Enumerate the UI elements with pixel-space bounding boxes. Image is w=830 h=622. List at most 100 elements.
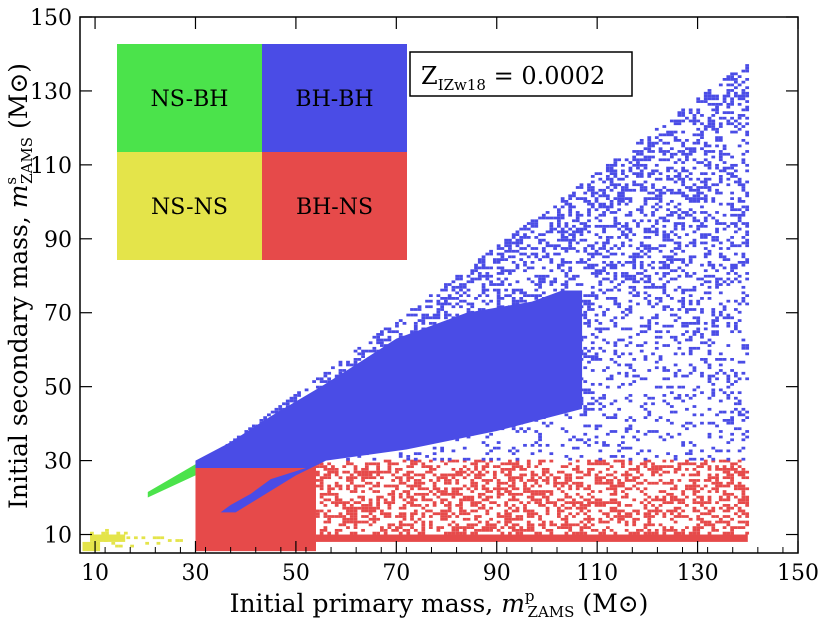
data-point (564, 236, 569, 239)
data-point (583, 523, 588, 527)
data-point (602, 277, 606, 281)
data-point (688, 299, 693, 303)
data-point (745, 470, 750, 474)
data-point (666, 175, 670, 178)
data-point (718, 241, 723, 245)
data-point (489, 506, 493, 510)
data-point (703, 241, 708, 245)
data-point (621, 280, 625, 284)
data-point (526, 528, 531, 532)
data-point (598, 224, 603, 228)
data-point (598, 396, 603, 400)
data-point (658, 266, 663, 270)
data-point (451, 305, 456, 309)
data-point (726, 523, 731, 527)
data-point (677, 258, 682, 261)
data-point (436, 528, 441, 532)
data-point (587, 319, 591, 322)
data-point (602, 213, 606, 217)
data-point (741, 222, 746, 225)
data-point (639, 141, 644, 145)
data-point (726, 470, 731, 474)
data-point (688, 302, 693, 306)
data-point (534, 479, 539, 482)
data-point (681, 443, 686, 447)
data-point (523, 227, 527, 231)
data-point (662, 308, 667, 311)
data-point (338, 371, 343, 375)
data-point (718, 399, 723, 403)
data-point (632, 509, 637, 513)
data-point (315, 512, 320, 516)
data-point (745, 410, 750, 414)
data-point (387, 462, 392, 466)
x-tick-label: 110 (576, 561, 618, 586)
data-point (541, 490, 546, 493)
data-point (579, 230, 584, 234)
data-point (651, 462, 655, 466)
data-point (692, 346, 697, 350)
data-point (515, 430, 520, 433)
data-point (594, 208, 599, 212)
data-point (688, 452, 693, 456)
data-point (609, 377, 614, 381)
data-point (707, 125, 712, 128)
data-point (639, 490, 644, 493)
data-point (681, 424, 686, 428)
data-point (353, 465, 358, 468)
data-point (436, 495, 441, 499)
data-point (662, 515, 667, 518)
data-point (508, 526, 512, 529)
data-point (553, 227, 557, 231)
data-point (628, 255, 633, 259)
data-point (696, 188, 701, 192)
data-point (737, 427, 742, 431)
data-point (353, 476, 358, 480)
data-point (703, 141, 708, 145)
data-point (696, 517, 701, 521)
data-point (692, 506, 697, 510)
data-point (639, 219, 644, 223)
data-point (508, 467, 512, 471)
data-point (632, 517, 637, 521)
data-point (594, 479, 599, 482)
data-point (410, 470, 414, 474)
data-point (681, 269, 686, 273)
data-point (519, 479, 524, 482)
data-point (707, 512, 712, 516)
data-point (707, 119, 712, 123)
data-point (730, 222, 734, 225)
data-point (609, 501, 614, 505)
data-point (602, 241, 606, 245)
data-point (658, 138, 663, 142)
data-point (722, 258, 727, 261)
data-point (662, 369, 667, 372)
data-point (628, 277, 633, 281)
data-point (730, 97, 734, 101)
data-point (613, 285, 618, 289)
data-point (553, 277, 557, 281)
data-point (583, 441, 588, 444)
data-point (361, 349, 365, 353)
data-point (688, 449, 693, 453)
data-point (662, 288, 667, 292)
data-point (617, 517, 622, 521)
data-point (508, 272, 512, 275)
data-point (541, 216, 546, 220)
data-point (474, 517, 478, 521)
data-point (402, 517, 407, 521)
data-point (568, 202, 573, 206)
data-point (364, 467, 369, 471)
data-point (349, 531, 354, 535)
data-point (624, 495, 629, 499)
data-point (715, 413, 719, 417)
data-point (489, 274, 493, 278)
data-point (349, 520, 354, 524)
data-point (711, 97, 716, 101)
data-point (605, 520, 610, 524)
data-point (733, 180, 738, 184)
data-point (564, 520, 569, 524)
data-point (447, 523, 452, 527)
data-point (331, 487, 335, 491)
data-point (477, 515, 482, 518)
